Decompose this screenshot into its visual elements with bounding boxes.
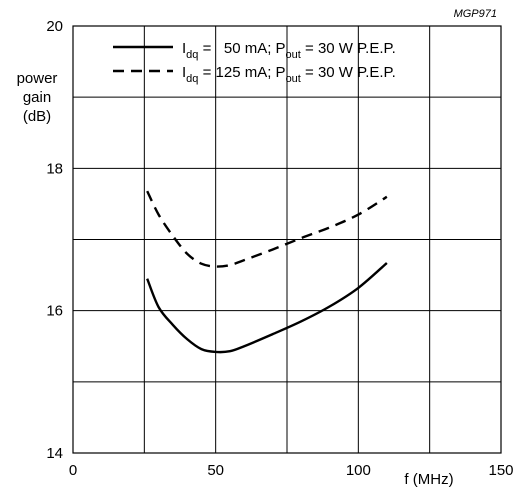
plot-frame (72, 25, 502, 454)
legend-label-2-sub2: out (286, 73, 301, 85)
legend: Idq = 50 mA; Pout = 30 W P.E.P. Idq = 12… (113, 40, 396, 85)
grid (73, 26, 501, 453)
x-tick-label: 100 (346, 462, 371, 479)
series-layer (146, 190, 388, 354)
legend-label-1-mid: = 50 mA; P (198, 40, 285, 57)
y-tick-label: 16 (46, 303, 63, 320)
legend-label-1-sub: dq (186, 49, 198, 61)
figure-reference: MGP971 (454, 8, 497, 20)
y-tick-label: 20 (46, 18, 63, 35)
legend-label-2-suffix: = 30 W P.E.P. (301, 64, 396, 81)
y-tick-label: 18 (46, 160, 63, 177)
tick-labels: 0 50 100 150 14 16 18 20 (46, 18, 513, 479)
legend-label-2-mid: = 125 mA; P (198, 64, 285, 81)
series-1-solid-line (146, 262, 388, 354)
legend-label-2-sub: dq (186, 73, 198, 85)
legend-label-1-prefix: I (182, 40, 186, 57)
legend-label-2: Idq = 125 mA; Pout = 30 W P.E.P. (182, 64, 396, 85)
series-2-dashed-line (146, 190, 388, 268)
y-axis-label-line-1: power (17, 70, 58, 87)
x-tick-label: 50 (207, 462, 224, 479)
legend-label-1: Idq = 50 mA; Pout = 30 W P.E.P. (182, 40, 396, 61)
legend-label-1-suffix: = 30 W P.E.P. (301, 40, 396, 57)
x-tick-label: 150 (488, 462, 513, 479)
legend-label-1-sub2: out (286, 49, 301, 61)
y-axis-label-line-2: gain (23, 89, 51, 106)
legend-label-2-prefix: I (182, 64, 186, 81)
x-axis-label: f (MHz) (404, 471, 453, 488)
y-axis-label-line-3: (dB) (23, 108, 51, 125)
x-tick-label: 0 (69, 462, 77, 479)
y-tick-label: 14 (46, 445, 63, 462)
